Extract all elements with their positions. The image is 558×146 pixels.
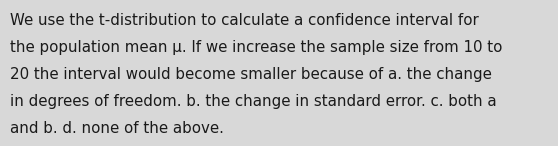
- Text: We use the t-distribution to calculate a confidence interval for: We use the t-distribution to calculate a…: [10, 13, 479, 28]
- Text: and b. d. none of the above.: and b. d. none of the above.: [10, 121, 224, 136]
- Text: the population mean μ. If we increase the sample size from 10 to: the population mean μ. If we increase th…: [10, 40, 502, 55]
- Text: 20 the interval would become smaller because of a. the change: 20 the interval would become smaller bec…: [10, 67, 492, 82]
- Text: in degrees of freedom. b. the change in standard error. c. both a: in degrees of freedom. b. the change in …: [10, 94, 497, 109]
